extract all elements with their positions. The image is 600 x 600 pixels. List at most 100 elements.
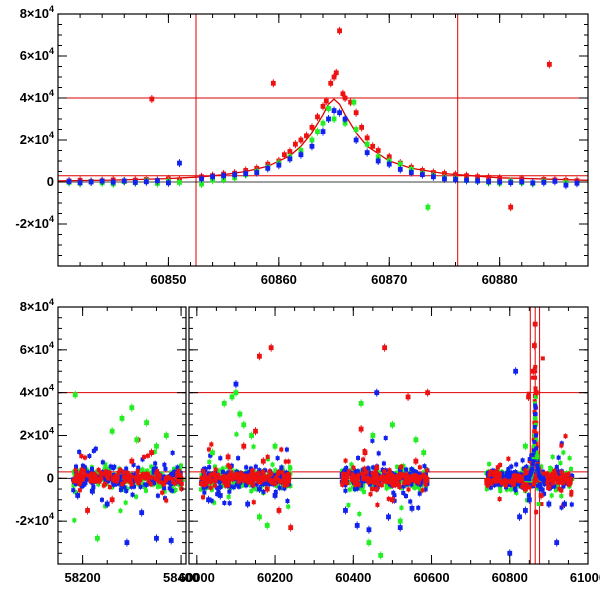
data-point bbox=[131, 462, 136, 467]
data-point bbox=[120, 482, 125, 487]
data-point bbox=[342, 95, 348, 101]
data-point bbox=[374, 487, 379, 492]
data-point bbox=[535, 466, 540, 471]
data-point bbox=[409, 505, 415, 511]
data-point bbox=[212, 483, 217, 488]
data-point bbox=[216, 489, 221, 494]
data-point bbox=[211, 472, 216, 477]
data-point bbox=[309, 137, 315, 143]
data-point bbox=[391, 490, 396, 495]
y-tick-label: 0 bbox=[47, 470, 54, 485]
data-point bbox=[392, 479, 397, 484]
data-point bbox=[404, 472, 409, 477]
data-point bbox=[199, 176, 204, 182]
data-point bbox=[90, 488, 95, 494]
data-point bbox=[533, 422, 538, 427]
data-point bbox=[198, 487, 203, 492]
data-point bbox=[546, 501, 552, 507]
data-point bbox=[536, 468, 541, 473]
data-point bbox=[258, 480, 263, 485]
data-point bbox=[485, 479, 490, 484]
data-point bbox=[364, 141, 370, 147]
data-point bbox=[136, 474, 141, 479]
data-point bbox=[103, 462, 108, 467]
x-tick-label: 60000 bbox=[179, 570, 215, 585]
data-point bbox=[353, 137, 359, 143]
data-point bbox=[559, 441, 564, 446]
data-point bbox=[487, 478, 492, 483]
data-point bbox=[304, 133, 309, 139]
data-point bbox=[404, 467, 409, 472]
data-point bbox=[464, 177, 469, 183]
top-axes-frame bbox=[57, 13, 589, 267]
data-point bbox=[99, 497, 104, 502]
data-point bbox=[119, 479, 124, 484]
data-point bbox=[420, 488, 425, 493]
data-point bbox=[118, 474, 123, 479]
data-point bbox=[409, 467, 414, 472]
data-point bbox=[351, 476, 356, 481]
data-point bbox=[352, 480, 357, 485]
data-point bbox=[96, 482, 101, 487]
data-point bbox=[422, 474, 427, 479]
data-point bbox=[79, 454, 84, 459]
y-tick-label: 8×104 bbox=[20, 4, 54, 21]
data-point bbox=[123, 500, 128, 505]
data-point bbox=[251, 483, 256, 488]
data-point bbox=[282, 483, 287, 488]
data-point bbox=[221, 400, 227, 406]
data-point bbox=[546, 62, 552, 67]
data-point bbox=[128, 473, 133, 478]
data-point bbox=[343, 458, 348, 463]
data-point bbox=[106, 466, 111, 471]
data-point bbox=[154, 535, 159, 541]
data-point bbox=[538, 493, 544, 498]
data-point bbox=[265, 474, 270, 479]
data-point bbox=[248, 480, 253, 485]
data-point bbox=[229, 394, 235, 400]
data-point bbox=[157, 474, 162, 479]
data-point bbox=[372, 472, 377, 477]
data-point bbox=[85, 508, 90, 513]
data-point bbox=[152, 480, 157, 485]
data-point bbox=[130, 492, 135, 497]
data-point bbox=[231, 480, 236, 485]
data-point bbox=[247, 469, 252, 474]
data-point bbox=[419, 172, 425, 178]
data-point bbox=[71, 483, 76, 488]
data-point bbox=[248, 474, 253, 479]
data-point bbox=[89, 466, 94, 471]
data-point bbox=[173, 487, 178, 492]
data-point bbox=[520, 484, 525, 489]
data-point bbox=[561, 450, 566, 455]
data-point bbox=[98, 471, 103, 476]
data-point bbox=[385, 473, 390, 478]
data-point bbox=[203, 467, 208, 472]
data-point bbox=[264, 523, 270, 528]
data-point bbox=[424, 468, 429, 473]
data-point bbox=[71, 488, 76, 493]
data-point bbox=[227, 480, 232, 485]
data-point bbox=[315, 114, 320, 120]
data-point bbox=[256, 476, 261, 481]
data-point bbox=[91, 472, 96, 477]
data-point bbox=[355, 481, 360, 486]
data-point bbox=[125, 470, 130, 475]
data-point bbox=[136, 481, 141, 486]
data-point bbox=[88, 479, 93, 484]
data-point bbox=[155, 484, 160, 489]
y-tick-label: 6×104 bbox=[20, 340, 54, 357]
data-point bbox=[550, 454, 555, 459]
data-point bbox=[121, 487, 126, 492]
data-point bbox=[243, 482, 248, 487]
data-point bbox=[493, 479, 498, 484]
data-point bbox=[495, 482, 500, 487]
data-point bbox=[177, 160, 182, 166]
data-point bbox=[152, 472, 157, 477]
data-point bbox=[370, 487, 375, 492]
data-point bbox=[206, 497, 211, 503]
data-point bbox=[251, 444, 256, 449]
data-point bbox=[272, 493, 278, 498]
data-point bbox=[88, 179, 94, 185]
data-point bbox=[247, 482, 252, 487]
